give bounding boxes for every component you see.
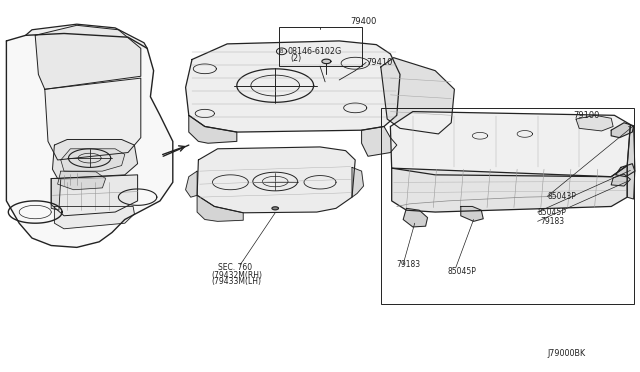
Polygon shape [186, 171, 197, 197]
Text: SEC. 760: SEC. 760 [218, 263, 252, 272]
Text: B: B [280, 49, 284, 54]
Polygon shape [611, 123, 634, 138]
Text: 08146-6102G: 08146-6102G [288, 47, 342, 56]
Text: 79183: 79183 [541, 217, 565, 226]
Polygon shape [45, 78, 141, 160]
Polygon shape [35, 25, 141, 89]
Polygon shape [352, 167, 364, 197]
Polygon shape [197, 147, 355, 213]
Polygon shape [616, 164, 635, 177]
Polygon shape [51, 175, 138, 216]
Text: (2): (2) [290, 54, 301, 63]
Polygon shape [362, 126, 397, 156]
Polygon shape [611, 174, 630, 186]
Polygon shape [381, 58, 454, 134]
Polygon shape [322, 59, 331, 64]
Polygon shape [58, 171, 106, 190]
Text: 79183: 79183 [397, 260, 421, 269]
Polygon shape [52, 140, 138, 179]
Polygon shape [26, 24, 147, 48]
Polygon shape [272, 207, 278, 210]
Polygon shape [403, 208, 428, 227]
Polygon shape [576, 115, 613, 131]
Polygon shape [390, 112, 630, 177]
Polygon shape [392, 166, 627, 212]
Text: (79432M(RH): (79432M(RH) [211, 271, 262, 280]
Bar [381, 108, 634, 304]
Text: J79000BK: J79000BK [547, 349, 586, 358]
Polygon shape [197, 195, 243, 221]
Text: (79433M(LH): (79433M(LH) [211, 278, 261, 286]
Text: 85043P: 85043P [547, 192, 576, 201]
Polygon shape [51, 179, 61, 210]
Text: 79100: 79100 [573, 111, 599, 120]
Text: 79410: 79410 [366, 58, 392, 67]
Text: 85045P: 85045P [448, 267, 477, 276]
Text: 79400: 79400 [351, 17, 377, 26]
Polygon shape [6, 33, 173, 247]
Text: 85045P: 85045P [538, 208, 566, 217]
Polygon shape [189, 115, 237, 143]
Polygon shape [627, 125, 635, 199]
Polygon shape [61, 149, 125, 171]
Polygon shape [186, 41, 400, 132]
Polygon shape [461, 206, 483, 221]
Bar [279, 27, 362, 66]
Polygon shape [54, 206, 134, 229]
